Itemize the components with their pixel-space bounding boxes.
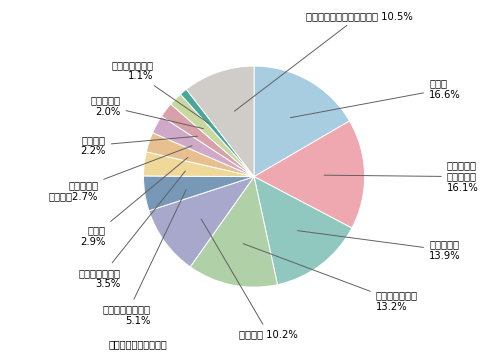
Wedge shape: [146, 133, 254, 177]
Text: 心疾患（心臓病）
5.1%: 心疾患（心臓病） 5.1%: [102, 189, 186, 326]
Text: 関節疾患 10.2%: 関節疾患 10.2%: [201, 219, 298, 339]
Text: 糖尿病
2.9%: 糖尿病 2.9%: [80, 157, 188, 247]
Text: 脳血管疾患
（脳卒中）
16.1%: 脳血管疾患 （脳卒中） 16.1%: [324, 160, 478, 193]
Wedge shape: [180, 89, 254, 177]
Text: その他・わからない・不詳 10.5%: その他・わからない・不詳 10.5%: [234, 11, 412, 111]
Text: 視覚・聴覚障害
1.1%: 視覚・聴覚障害 1.1%: [111, 60, 208, 123]
Text: 悪性新生物
（がん）2.7%: 悪性新生物 （がん）2.7%: [49, 146, 192, 202]
Wedge shape: [144, 152, 254, 177]
Wedge shape: [144, 176, 254, 211]
Wedge shape: [149, 177, 254, 267]
Wedge shape: [254, 121, 364, 228]
Wedge shape: [254, 66, 350, 177]
Wedge shape: [162, 104, 254, 177]
Text: 骨折・転倒
13.9%: 骨折・転倒 13.9%: [298, 231, 460, 261]
Text: パーキンソン病
3.5%: パーキンソン病 3.5%: [78, 171, 186, 289]
Wedge shape: [190, 177, 278, 287]
Wedge shape: [152, 116, 254, 177]
Text: 高齢による衰弱
13.2%: 高齢による衰弱 13.2%: [243, 244, 418, 312]
Text: 注：要支援者を含む。: 注：要支援者を含む。: [108, 339, 167, 349]
Text: 脊髄損傷
2.2%: 脊髄損傷 2.2%: [80, 135, 198, 156]
Wedge shape: [186, 66, 254, 177]
Wedge shape: [254, 177, 352, 285]
Text: 認知症
16.6%: 認知症 16.6%: [290, 78, 461, 118]
Wedge shape: [170, 94, 254, 177]
Text: 呼吸器疾患
2.0%: 呼吸器疾患 2.0%: [90, 95, 204, 129]
